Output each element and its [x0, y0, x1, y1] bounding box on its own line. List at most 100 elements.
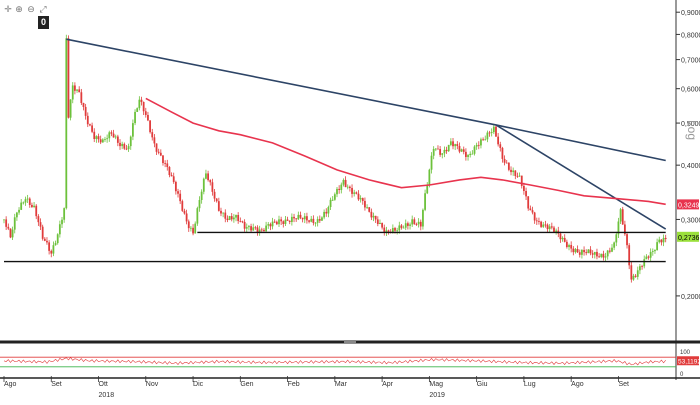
rsi-panel: 100 0 53,1192: [0, 350, 700, 378]
zoom-icon[interactable]: ⊕: [15, 5, 23, 15]
candle-body: [477, 144, 480, 146]
candle-body: [467, 155, 469, 157]
candle-body: [179, 193, 182, 202]
candle-body: [48, 242, 51, 251]
candle-body: [106, 138, 109, 140]
x-month-label: Feb: [288, 381, 300, 388]
candle-body: [611, 247, 613, 252]
rsi-value-tag: [677, 356, 699, 366]
candle-body: [398, 225, 401, 231]
candle-body: [280, 219, 283, 222]
candle-body: [278, 219, 280, 225]
candle-body: [3, 219, 5, 221]
candle-body: [235, 214, 237, 218]
x-month-label: Dic: [193, 381, 204, 388]
candle-body: [153, 137, 156, 144]
candle-body: [643, 259, 646, 267]
candle-body: [217, 201, 220, 211]
candle-body: [286, 219, 289, 221]
candle-body: [585, 252, 588, 254]
crosshair-icon[interactable]: ✛: [4, 5, 12, 15]
last-price-label: 0,2736: [678, 235, 700, 242]
x-year-label: 2019: [429, 392, 445, 399]
candle-body: [639, 266, 641, 271]
candle-body: [374, 215, 377, 220]
candle-body: [43, 238, 46, 241]
candle-body: [265, 225, 268, 232]
candle-body: [82, 102, 85, 107]
candle-body: [333, 194, 336, 200]
x-month-label: Ott: [99, 381, 108, 388]
candle-body: [314, 222, 317, 224]
candle-body: [123, 143, 126, 149]
candle-body: [404, 223, 407, 228]
candle-body: [492, 126, 495, 133]
candle-body: [473, 146, 476, 154]
candle-body: [553, 227, 555, 233]
candle-body: [406, 223, 409, 226]
x-month-label: Gen: [240, 381, 253, 388]
candle-body: [164, 163, 167, 164]
x-month-label: Set: [51, 381, 62, 388]
candle-body: [548, 226, 551, 230]
zoom-out-icon[interactable]: ⊖: [27, 5, 35, 15]
candle-body: [387, 230, 390, 232]
candle-body: [151, 132, 154, 138]
candle-body: [116, 136, 119, 143]
x-month-label: Mar: [335, 381, 348, 388]
candle-body: [254, 227, 257, 229]
candle-body: [260, 229, 263, 231]
candle-body: [351, 187, 353, 194]
candle-body: [52, 245, 55, 254]
fit-icon[interactable]: ⤢: [39, 5, 47, 15]
candle-body: [501, 147, 504, 159]
candle-body: [561, 237, 564, 240]
candle-body: [80, 92, 83, 103]
candle-body: [587, 249, 590, 254]
candle-body: [196, 208, 199, 224]
candle-body: [142, 101, 145, 112]
candle-body: [563, 237, 566, 242]
candle-body: [35, 205, 38, 217]
candle-body: [252, 227, 255, 231]
candle-body: [413, 219, 416, 225]
rsi-tick-label: 0: [680, 372, 684, 378]
candle-body: [540, 221, 542, 227]
candle-body: [295, 218, 298, 220]
candle-body: [649, 252, 652, 258]
candle-body: [308, 220, 310, 222]
candle-body: [660, 239, 663, 243]
candle-body: [591, 253, 594, 255]
candle-body: [224, 212, 227, 219]
candle-body: [172, 176, 175, 182]
candle-body: [65, 38, 68, 209]
x-month-label: Ago: [571, 381, 584, 388]
candle-body: [593, 251, 596, 255]
candle-body: [263, 229, 265, 232]
candle-body: [589, 249, 592, 254]
candle-body: [434, 148, 437, 150]
candle-body: [282, 221, 285, 225]
candle-body: [31, 204, 33, 207]
x-month-label: Giu: [477, 381, 488, 388]
candle-body: [101, 139, 104, 143]
candle-body: [211, 182, 214, 192]
candle-body: [159, 152, 162, 156]
candle-body: [617, 221, 620, 235]
candle-body: [222, 212, 225, 214]
candle-body: [318, 219, 321, 221]
log-scale-label: Log: [685, 120, 699, 140]
candle-body: [91, 125, 93, 132]
candle-body: [209, 180, 212, 183]
candle-body: [344, 179, 347, 188]
candle-body: [310, 218, 313, 222]
candle-body: [428, 169, 431, 185]
candle-body: [570, 245, 573, 249]
candle-body: [581, 249, 583, 255]
candle-body: [630, 265, 633, 280]
candle-body: [316, 219, 319, 223]
